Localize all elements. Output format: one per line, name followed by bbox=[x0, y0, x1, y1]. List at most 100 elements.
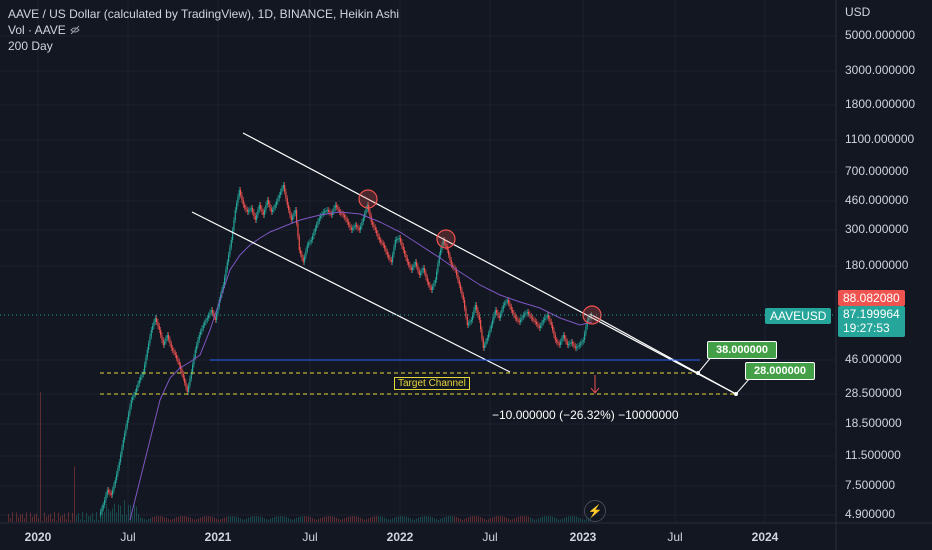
price-tick: 300.000000 bbox=[845, 222, 909, 236]
candle bbox=[517, 319, 519, 321]
candle bbox=[132, 397, 134, 400]
volume-bar bbox=[474, 516, 475, 522]
volume-bar bbox=[170, 519, 171, 522]
candle bbox=[497, 312, 499, 316]
candle bbox=[353, 226, 355, 229]
volume-bar bbox=[506, 517, 507, 522]
volume-bar bbox=[174, 518, 175, 522]
candle bbox=[350, 227, 352, 230]
volume-bar bbox=[264, 518, 265, 522]
candle bbox=[460, 285, 462, 290]
candle bbox=[426, 277, 428, 282]
volume-bar bbox=[108, 508, 109, 522]
candle bbox=[146, 350, 148, 358]
candle bbox=[270, 208, 272, 212]
volume-bar bbox=[464, 518, 465, 522]
volume-bar bbox=[76, 515, 77, 522]
volume-bar bbox=[308, 516, 309, 522]
candle bbox=[589, 316, 591, 319]
volume-bar bbox=[54, 512, 55, 522]
candle bbox=[473, 310, 475, 315]
volume-bar bbox=[134, 505, 135, 522]
candle bbox=[580, 343, 582, 345]
volume-bar bbox=[78, 513, 79, 522]
touch-circle-1[interactable] bbox=[358, 189, 378, 209]
volume-bar bbox=[558, 519, 559, 522]
volume-bar bbox=[394, 517, 395, 522]
candle bbox=[474, 305, 476, 310]
candle bbox=[222, 285, 224, 290]
target-callout-28[interactable]: 28.000000 bbox=[745, 362, 815, 380]
eye-off-icon[interactable] bbox=[70, 25, 80, 35]
volume-bar bbox=[436, 519, 437, 522]
candle bbox=[422, 268, 424, 271]
candle bbox=[177, 358, 179, 362]
candle bbox=[204, 322, 206, 325]
volume-bar bbox=[140, 517, 141, 522]
volume-bar bbox=[248, 517, 249, 522]
volume-bar bbox=[254, 516, 255, 522]
price-tick: 4.900000 bbox=[845, 507, 896, 521]
volume-bar bbox=[574, 516, 575, 522]
volume-bar bbox=[190, 517, 191, 522]
volume-bar bbox=[374, 516, 375, 522]
volume-bar bbox=[46, 516, 47, 522]
candle bbox=[253, 212, 255, 216]
candle bbox=[582, 340, 584, 342]
candle bbox=[214, 316, 216, 320]
measure-readout: −10.000000 (−26.32%) −10000000 bbox=[492, 408, 679, 422]
time-tick: Jul bbox=[482, 530, 498, 544]
candle bbox=[552, 325, 554, 330]
volume-bar bbox=[470, 516, 471, 522]
candle bbox=[346, 219, 348, 222]
candle bbox=[458, 280, 460, 285]
volume-bar bbox=[320, 518, 321, 522]
candle bbox=[357, 226, 359, 229]
target-channel-label[interactable]: Target Channel bbox=[394, 377, 470, 390]
candle bbox=[516, 318, 518, 320]
volume-bar bbox=[64, 513, 65, 522]
candle bbox=[144, 364, 146, 372]
volume-bar bbox=[286, 517, 287, 522]
touch-circle-2[interactable] bbox=[436, 229, 456, 249]
volume-bar bbox=[270, 518, 271, 522]
volume-bar bbox=[98, 519, 99, 522]
candle bbox=[124, 433, 126, 440]
channel-extension-line[interactable] bbox=[589, 313, 737, 395]
lightning-icon[interactable]: ⚡ bbox=[584, 500, 606, 522]
candle bbox=[320, 216, 322, 218]
candle bbox=[562, 335, 564, 339]
volume-bar bbox=[384, 517, 385, 522]
candle bbox=[414, 262, 416, 265]
volume-bar bbox=[352, 516, 353, 522]
candle bbox=[528, 312, 530, 314]
volume-bar bbox=[220, 519, 221, 522]
candle bbox=[352, 228, 354, 230]
volume-bar bbox=[232, 516, 233, 522]
volume-bar bbox=[408, 517, 409, 522]
currency-label[interactable]: USD bbox=[845, 5, 871, 19]
candle bbox=[281, 188, 283, 192]
candle bbox=[261, 208, 263, 212]
candle bbox=[308, 243, 310, 245]
candle bbox=[305, 250, 307, 257]
volume-bar bbox=[12, 512, 13, 522]
candle bbox=[509, 303, 511, 307]
channel-lower-line[interactable] bbox=[191, 211, 511, 373]
volume-bar bbox=[354, 516, 355, 522]
volume-bar bbox=[166, 517, 167, 522]
candle bbox=[449, 255, 451, 260]
candle bbox=[545, 316, 547, 319]
channel-upper-line[interactable] bbox=[242, 132, 737, 395]
target-callout-38[interactable]: 38.000000 bbox=[707, 341, 777, 359]
candle bbox=[118, 462, 120, 468]
candle bbox=[250, 208, 252, 210]
volume-bar bbox=[518, 516, 519, 522]
volume-bar bbox=[438, 519, 439, 522]
volume-bar bbox=[196, 519, 197, 522]
price-tick: 3000.000000 bbox=[845, 63, 916, 77]
volume-bar bbox=[404, 516, 405, 522]
volume-bar bbox=[126, 515, 127, 522]
candle bbox=[437, 263, 439, 272]
